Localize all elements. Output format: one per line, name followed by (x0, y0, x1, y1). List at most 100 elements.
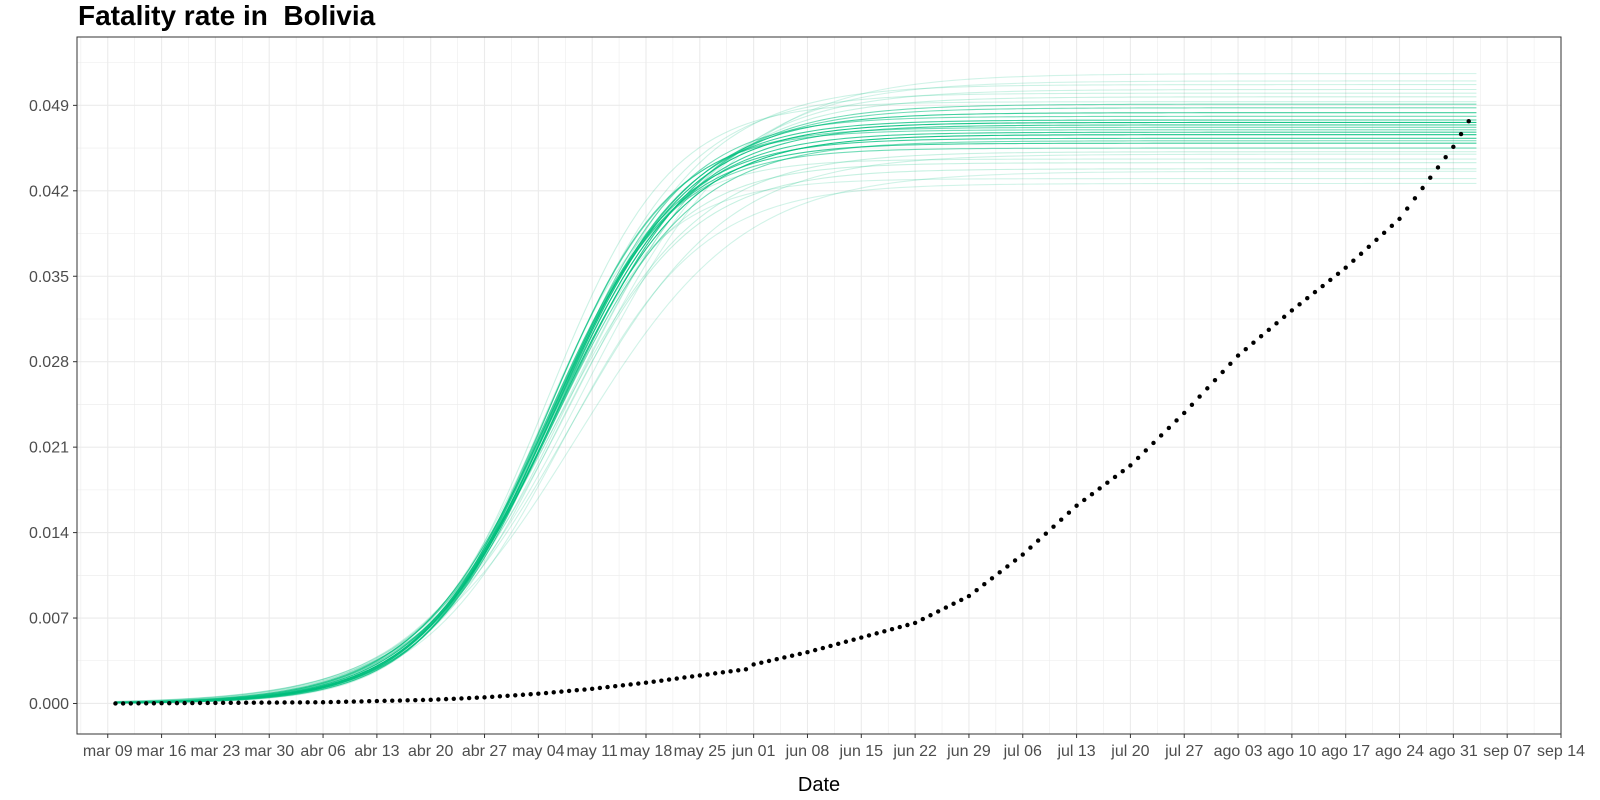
observed-point (1251, 340, 1256, 345)
observed-point (1020, 552, 1025, 557)
observed-point (989, 576, 995, 581)
observed-point (705, 672, 710, 677)
observed-point (390, 698, 395, 703)
observed-point (613, 684, 618, 689)
observed-point (874, 631, 879, 636)
observed-point (1212, 377, 1218, 383)
y-tick-label: 0.021 (29, 440, 69, 457)
observed-point (1158, 433, 1164, 438)
observed-point (1035, 538, 1041, 543)
x-tick-label: abr 20 (408, 743, 453, 760)
observed-point (605, 684, 610, 690)
model-curve (115, 170, 1477, 702)
observed-point (1128, 463, 1133, 468)
panel-frame (76, 36, 1562, 735)
model-curve (115, 92, 1477, 704)
observed-point (113, 701, 118, 706)
observed-point (866, 633, 872, 638)
model-curve (115, 88, 1477, 703)
observed-point (851, 637, 856, 642)
observed-point (1174, 418, 1179, 423)
observed-point (812, 647, 818, 653)
observed-point (1266, 327, 1272, 332)
observed-point (959, 597, 964, 603)
observed-point (382, 698, 387, 704)
x-axis-title: Date (798, 774, 840, 796)
observed-point (1135, 455, 1141, 461)
observed-point (820, 645, 826, 651)
observed-point (920, 616, 925, 622)
model-curve (115, 126, 1477, 704)
observed-point (559, 689, 564, 694)
x-tick-label: jul 06 (1003, 743, 1042, 760)
observed-point (997, 570, 1002, 575)
observed-point (1381, 230, 1387, 236)
x-tick-label: ago 24 (1375, 743, 1424, 760)
observed-point (167, 700, 172, 706)
x-tick-label: jun 22 (892, 743, 937, 760)
observed-point (774, 656, 779, 662)
x-tick-label: mar 23 (191, 743, 241, 760)
observed-point (659, 678, 664, 683)
observed-point (213, 700, 218, 706)
observed-point (643, 680, 649, 685)
model-curve (115, 107, 1477, 703)
observed-point (566, 688, 572, 694)
model-curve (115, 103, 1477, 703)
observed-point (151, 701, 157, 706)
x-tick-label: ago 03 (1214, 743, 1263, 760)
observed-point (1435, 165, 1441, 170)
x-tick-label: sep 14 (1537, 743, 1585, 760)
observed-point (1105, 480, 1110, 485)
x-tick-label: mar 16 (137, 743, 187, 760)
observed-point (374, 698, 380, 704)
x-tick-label: may 18 (620, 743, 673, 760)
observed-point (1366, 244, 1371, 249)
observed-point (1443, 154, 1448, 160)
observed-point (859, 635, 864, 640)
observed-point (1351, 258, 1356, 263)
model-curve (115, 84, 1477, 703)
y-tick-label: 0.000 (29, 696, 69, 713)
observed-point (459, 696, 464, 701)
observed-point (828, 643, 833, 649)
observed-point (1274, 321, 1279, 326)
observed-point (1059, 517, 1064, 522)
x-tick-label: ago 31 (1429, 743, 1478, 760)
model-curve (115, 134, 1477, 704)
x-tick-label: may 11 (567, 743, 618, 760)
observed-point (267, 700, 272, 705)
observed-point (574, 688, 579, 693)
observed-point (797, 651, 802, 657)
observed-point (443, 696, 449, 702)
observed-point (505, 693, 510, 699)
observed-point (1335, 271, 1341, 277)
y-tick-label: 0.042 (29, 183, 69, 200)
observed-point (1228, 361, 1233, 366)
observed-point (897, 624, 902, 630)
observed-point (490, 694, 495, 700)
observed-point (912, 620, 918, 626)
observed-point (243, 700, 249, 705)
observed-point (1151, 440, 1156, 446)
x-tick-label: jun 29 (946, 743, 991, 760)
observed-point (405, 698, 410, 703)
observed-point (1005, 564, 1010, 569)
model-curve (115, 168, 1477, 704)
observed-point (228, 700, 233, 706)
model-curve (115, 158, 1477, 704)
observed-series (113, 119, 1471, 706)
model-curve (115, 101, 1477, 704)
observed-point (720, 670, 726, 675)
observed-point (882, 629, 887, 634)
panel-border (76, 36, 1562, 735)
observed-point (1428, 175, 1433, 180)
observed-point (1097, 486, 1102, 491)
observed-point (666, 677, 672, 682)
observed-point (482, 695, 487, 700)
observed-point (943, 605, 949, 610)
model-curve (115, 96, 1477, 703)
observed-point (282, 700, 287, 705)
observed-point (366, 699, 372, 704)
observed-point (582, 687, 587, 692)
